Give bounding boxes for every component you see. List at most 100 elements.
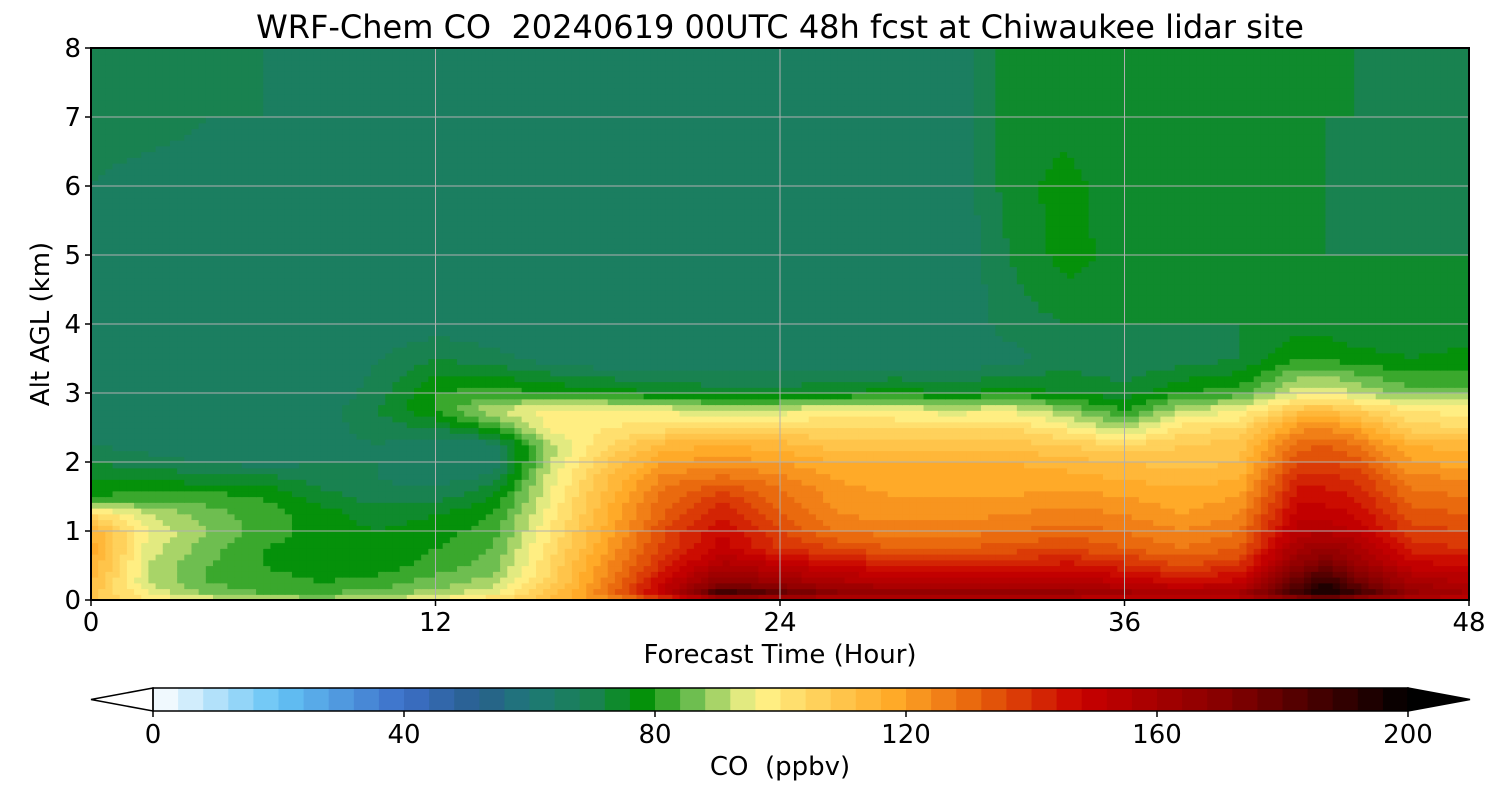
contour-cell bbox=[966, 479, 975, 486]
contour-cell bbox=[169, 462, 178, 469]
contour-cell bbox=[478, 548, 487, 555]
contour-cell bbox=[937, 531, 946, 538]
contour-cell bbox=[98, 594, 106, 601]
contour-cell bbox=[413, 456, 422, 463]
contour-cell bbox=[184, 536, 193, 544]
contour-cell bbox=[1232, 554, 1240, 561]
contour-cell bbox=[959, 548, 968, 555]
contour-cell bbox=[521, 513, 530, 521]
contour-cell bbox=[1303, 490, 1312, 498]
contour-cell bbox=[1031, 542, 1039, 549]
contour-cell bbox=[1146, 519, 1154, 526]
contour-cell bbox=[571, 456, 580, 463]
contour-cell bbox=[299, 473, 307, 480]
contour-cell bbox=[1232, 485, 1240, 492]
contour-cell bbox=[722, 456, 731, 463]
contour-cell bbox=[1081, 525, 1090, 532]
contour-cell bbox=[1447, 548, 1456, 555]
contour-cell bbox=[1110, 571, 1118, 578]
contour-cell bbox=[1196, 548, 1205, 555]
contour-cell bbox=[1275, 577, 1283, 584]
contour-cell bbox=[213, 559, 221, 567]
contour-cell bbox=[614, 456, 623, 463]
contour-cell bbox=[1390, 577, 1398, 584]
contour-cell bbox=[1461, 582, 1470, 590]
contour-cell bbox=[1117, 462, 1126, 469]
contour-cell bbox=[327, 571, 336, 578]
contour-cell bbox=[507, 525, 516, 532]
contour-cell bbox=[844, 542, 853, 549]
contour-cell bbox=[234, 594, 243, 601]
contour-cell bbox=[1246, 536, 1255, 544]
contour-cell bbox=[98, 525, 106, 532]
contour-cell bbox=[478, 588, 487, 595]
contour-cell bbox=[1447, 485, 1456, 492]
contour-cell bbox=[830, 559, 839, 567]
contour-cell bbox=[729, 467, 738, 475]
contour-cell bbox=[830, 450, 839, 457]
contour-cell bbox=[643, 554, 652, 561]
contour-cell bbox=[772, 554, 781, 561]
contour-cell bbox=[1038, 582, 1047, 590]
contour-cell bbox=[1153, 594, 1161, 601]
contour-cell bbox=[91, 502, 99, 509]
contour-cell bbox=[1325, 508, 1334, 515]
contour-cell bbox=[1181, 588, 1190, 595]
contour-cell bbox=[1074, 548, 1083, 555]
contour-cell bbox=[607, 467, 616, 475]
contour-cell bbox=[485, 513, 494, 521]
contour-cell bbox=[1146, 571, 1154, 578]
contour-cell bbox=[112, 485, 121, 492]
contour-cell bbox=[213, 594, 221, 601]
contour-cell bbox=[1268, 542, 1276, 549]
contour-cell bbox=[1332, 582, 1341, 590]
contour-cell bbox=[363, 490, 372, 498]
contour-cell bbox=[679, 571, 688, 578]
contour-cell bbox=[1232, 479, 1240, 486]
contour-cell bbox=[780, 479, 788, 486]
contour-cell bbox=[1232, 542, 1240, 549]
contour-cell bbox=[1454, 513, 1463, 521]
contour-cell bbox=[715, 467, 724, 475]
contour-cell bbox=[980, 450, 989, 457]
contour-cell bbox=[335, 525, 343, 532]
contour-cell bbox=[851, 479, 860, 486]
contour-cell bbox=[614, 548, 623, 555]
contour-cell bbox=[1153, 456, 1161, 463]
contour-cell bbox=[112, 594, 121, 601]
contour-cell bbox=[1332, 450, 1341, 457]
contour-cell bbox=[1146, 531, 1154, 538]
contour-cell bbox=[1339, 485, 1348, 492]
contour-cell bbox=[679, 485, 688, 492]
contour-cell bbox=[543, 582, 551, 590]
contour-cell bbox=[758, 536, 767, 544]
contour-cell bbox=[1253, 473, 1262, 480]
contour-cell bbox=[823, 542, 831, 549]
contour-cell bbox=[370, 554, 379, 561]
contour-cell bbox=[894, 582, 903, 590]
contour-cell bbox=[672, 565, 681, 572]
contour-cell bbox=[1153, 513, 1161, 521]
contour-cell bbox=[1160, 525, 1169, 532]
contour-cell bbox=[815, 473, 824, 480]
contour-cell bbox=[1461, 565, 1470, 572]
contour-cell bbox=[945, 479, 953, 486]
contour-cell bbox=[1203, 490, 1212, 498]
contour-cell bbox=[1303, 479, 1312, 486]
contour-cell bbox=[873, 582, 882, 590]
contour-cell bbox=[327, 496, 336, 503]
contour-cell bbox=[815, 462, 824, 469]
contour-cell bbox=[313, 542, 322, 549]
contour-cell bbox=[342, 467, 350, 475]
contour-cell bbox=[241, 531, 250, 538]
contour-cell bbox=[406, 485, 415, 492]
contour-cell bbox=[442, 559, 451, 567]
contour-cell bbox=[306, 525, 315, 532]
contour-cell bbox=[686, 519, 695, 526]
contour-cell bbox=[191, 531, 200, 538]
contour-cell bbox=[1282, 519, 1291, 526]
contour-cell bbox=[952, 588, 961, 595]
contour-cell bbox=[406, 479, 415, 486]
contour-cell bbox=[880, 536, 889, 544]
contour-cell bbox=[593, 588, 602, 595]
